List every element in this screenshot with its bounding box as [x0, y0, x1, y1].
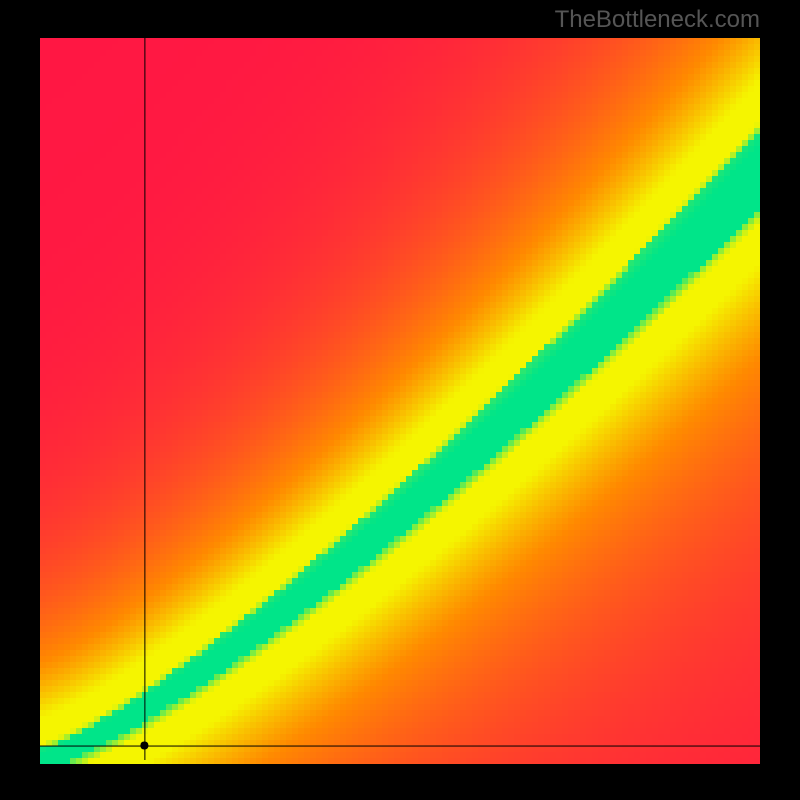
bottleneck-heatmap [0, 0, 800, 800]
watermark-text: TheBottleneck.com [555, 6, 760, 34]
